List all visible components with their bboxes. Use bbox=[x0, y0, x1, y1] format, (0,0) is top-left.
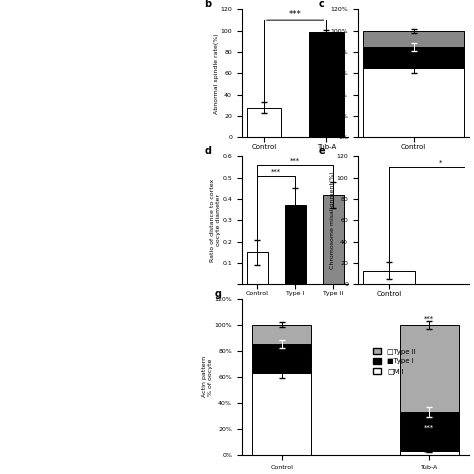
Text: ***: *** bbox=[424, 450, 435, 456]
Y-axis label: Abnormal spindle rate(%): Abnormal spindle rate(%) bbox=[214, 33, 219, 114]
Text: d: d bbox=[204, 146, 211, 156]
Legend: □Type II, ■Type I, □MII: □Type II, ■Type I, □MII bbox=[370, 346, 419, 377]
Y-axis label: Ratio of distance to cortex
oocyte diameter: Ratio of distance to cortex oocyte diame… bbox=[210, 179, 221, 262]
Bar bbox=[400, 412, 459, 451]
Bar bbox=[363, 68, 464, 137]
Bar bbox=[363, 47, 464, 68]
Bar bbox=[285, 206, 306, 284]
Bar bbox=[252, 325, 311, 344]
Bar bbox=[400, 325, 459, 412]
Bar bbox=[246, 253, 267, 284]
Text: ***: *** bbox=[424, 316, 435, 322]
Y-axis label: Spindle pattern
% of oocyte: Spindle pattern % of oocyte bbox=[318, 49, 329, 98]
Text: *: * bbox=[439, 160, 442, 166]
Text: ***: *** bbox=[271, 169, 281, 174]
Bar bbox=[363, 31, 464, 47]
Bar bbox=[252, 344, 311, 373]
Bar bbox=[363, 271, 415, 284]
Text: ***: *** bbox=[289, 10, 301, 19]
Bar bbox=[400, 451, 459, 455]
Bar bbox=[309, 32, 344, 137]
Bar bbox=[323, 195, 344, 284]
Text: e: e bbox=[319, 146, 325, 156]
Text: c: c bbox=[319, 0, 325, 9]
Y-axis label: Chromosome misalignment(%): Chromosome misalignment(%) bbox=[330, 172, 335, 269]
Text: ***: *** bbox=[424, 425, 435, 431]
Y-axis label: Actin pattern
% of oocyte: Actin pattern % of oocyte bbox=[202, 356, 213, 397]
Bar bbox=[246, 108, 281, 137]
Text: g: g bbox=[214, 289, 221, 299]
Text: b: b bbox=[204, 0, 211, 9]
Text: ***: *** bbox=[290, 158, 300, 164]
Bar bbox=[252, 373, 311, 455]
